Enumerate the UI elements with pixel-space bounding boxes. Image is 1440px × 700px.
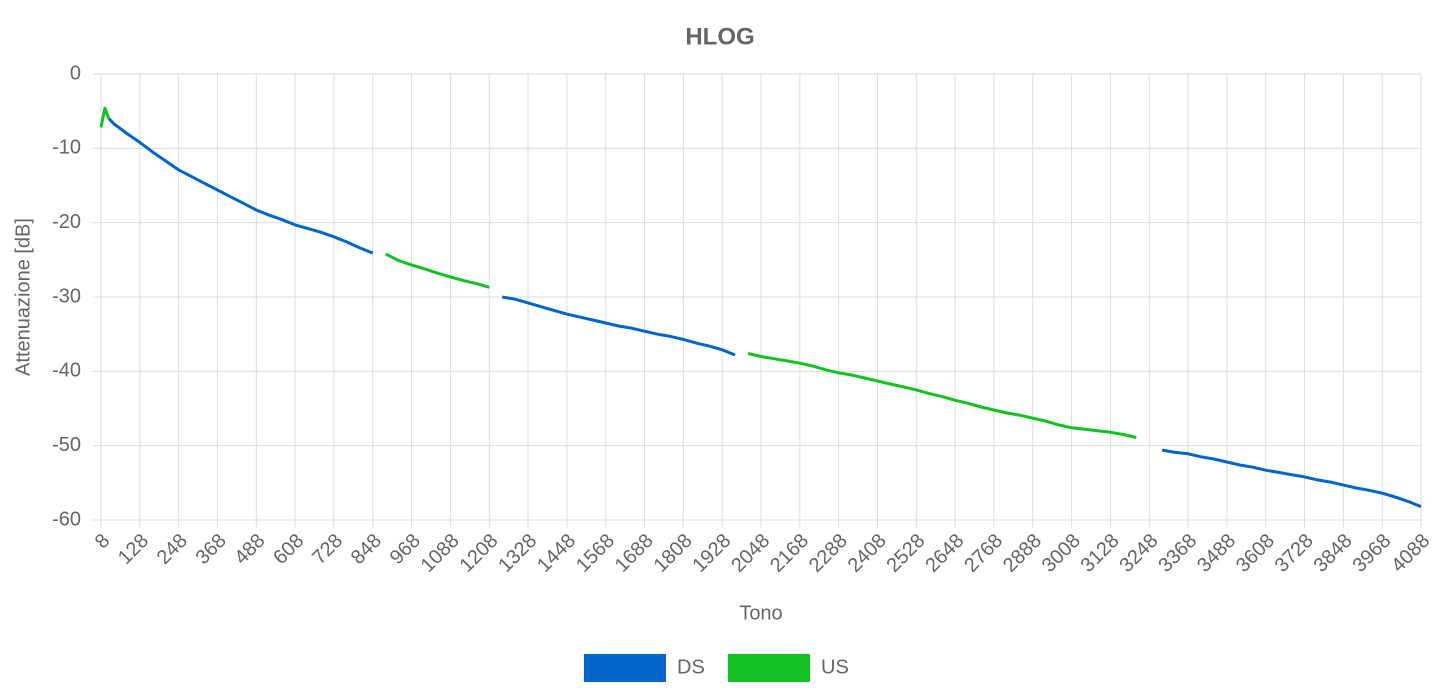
series-line bbox=[99, 106, 1137, 439]
legend-label[interactable]: US bbox=[821, 656, 849, 678]
y-tick-label: -40 bbox=[52, 360, 81, 382]
x-tick-label: 2768 bbox=[960, 530, 1007, 577]
x-tick-label: 1088 bbox=[417, 530, 464, 577]
y-tick-label: -60 bbox=[52, 508, 81, 530]
x-tick-label: 1328 bbox=[494, 530, 541, 577]
x-tick-label: 368 bbox=[192, 530, 231, 569]
x-tick-label: 608 bbox=[269, 530, 308, 569]
x-tick-label: 2408 bbox=[844, 530, 891, 577]
y-axis-title: Attenuazione [dB] bbox=[12, 218, 34, 376]
x-tick-label: 1208 bbox=[455, 530, 502, 577]
legend-swatch[interactable] bbox=[728, 654, 810, 682]
x-tick-label: 128 bbox=[114, 530, 153, 569]
x-tick-label: 8 bbox=[91, 530, 114, 553]
x-tick-label: 3128 bbox=[1077, 530, 1124, 577]
x-tick-label: 1568 bbox=[572, 530, 619, 577]
x-tick-label: 728 bbox=[308, 530, 347, 569]
x-tick-label: 3968 bbox=[1348, 530, 1395, 577]
x-tick-label: 2528 bbox=[883, 530, 930, 577]
x-tick-label: 1808 bbox=[650, 530, 697, 577]
x-tick-label: 248 bbox=[153, 530, 192, 569]
x-tick-label: 2048 bbox=[727, 530, 774, 577]
y-tick-label: -10 bbox=[52, 137, 81, 159]
legend-label[interactable]: DS bbox=[677, 656, 705, 678]
x-tick-label: 1688 bbox=[611, 530, 658, 577]
x-tick-label: 3728 bbox=[1271, 530, 1318, 577]
series-line bbox=[107, 117, 1422, 508]
x-axis-title: Tono bbox=[739, 602, 782, 624]
x-tick-label: 3608 bbox=[1232, 530, 1279, 577]
x-tick-label: 2288 bbox=[805, 530, 852, 577]
y-tick-label: -30 bbox=[52, 285, 81, 307]
legend-swatch[interactable] bbox=[584, 654, 666, 682]
x-tick-label: 3008 bbox=[1038, 530, 1085, 577]
x-tick-label: 3488 bbox=[1193, 530, 1240, 577]
x-tick-label: 488 bbox=[230, 530, 269, 569]
x-tick-label: 2648 bbox=[921, 530, 968, 577]
x-tick-label: 3248 bbox=[1115, 530, 1162, 577]
y-tick-label: -50 bbox=[52, 434, 81, 456]
x-tick-label: 4088 bbox=[1387, 530, 1434, 577]
chart-title: HLOG bbox=[685, 23, 754, 50]
x-tick-label: 3848 bbox=[1310, 530, 1357, 577]
x-tick-label: 3368 bbox=[1154, 530, 1201, 577]
x-tick-label: 1928 bbox=[688, 530, 735, 577]
x-tick-label: 2168 bbox=[766, 530, 813, 577]
y-tick-label: -20 bbox=[52, 211, 81, 233]
y-tick-label: 0 bbox=[70, 62, 81, 84]
x-tick-label: 2888 bbox=[999, 530, 1046, 577]
x-tick-label: 1448 bbox=[533, 530, 580, 577]
x-tick-label: 848 bbox=[347, 530, 386, 569]
